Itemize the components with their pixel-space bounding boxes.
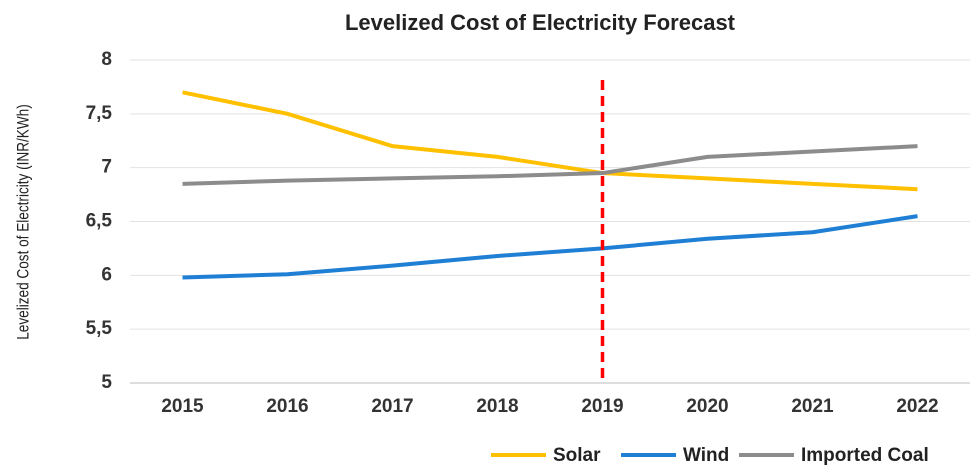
legend-label: Wind (683, 445, 729, 466)
y-tick-label: 7 (101, 157, 112, 178)
y-tick-label: 7,5 (86, 103, 113, 124)
x-tick-label: 2018 (476, 396, 518, 417)
y-tick-label: 6 (101, 264, 112, 285)
x-tick-label: 2022 (896, 396, 938, 417)
series-line (182, 90, 918, 192)
legend-label: Imported Coal (801, 445, 929, 466)
x-tick-label: 2015 (161, 396, 204, 417)
series-line (182, 144, 918, 186)
x-tick-label: 2020 (686, 396, 728, 417)
y-tick-label: 5,5 (86, 318, 113, 339)
y-axis-label: Levelized Cost of Electricity (INR/KWh) (14, 104, 33, 340)
chart-title: Levelized Cost of Electricity Forecast (345, 10, 736, 35)
x-tick-label: 2019 (581, 396, 623, 417)
series-line (182, 214, 918, 280)
x-tick-label: 2016 (266, 396, 308, 417)
y-tick-label: 8 (101, 49, 112, 70)
legend-label: Solar (553, 445, 601, 466)
x-tick-label: 2017 (371, 396, 413, 417)
y-tick-label: 5 (101, 372, 112, 393)
y-tick-label: 6,5 (86, 211, 113, 232)
x-tick-label: 2021 (791, 396, 834, 417)
